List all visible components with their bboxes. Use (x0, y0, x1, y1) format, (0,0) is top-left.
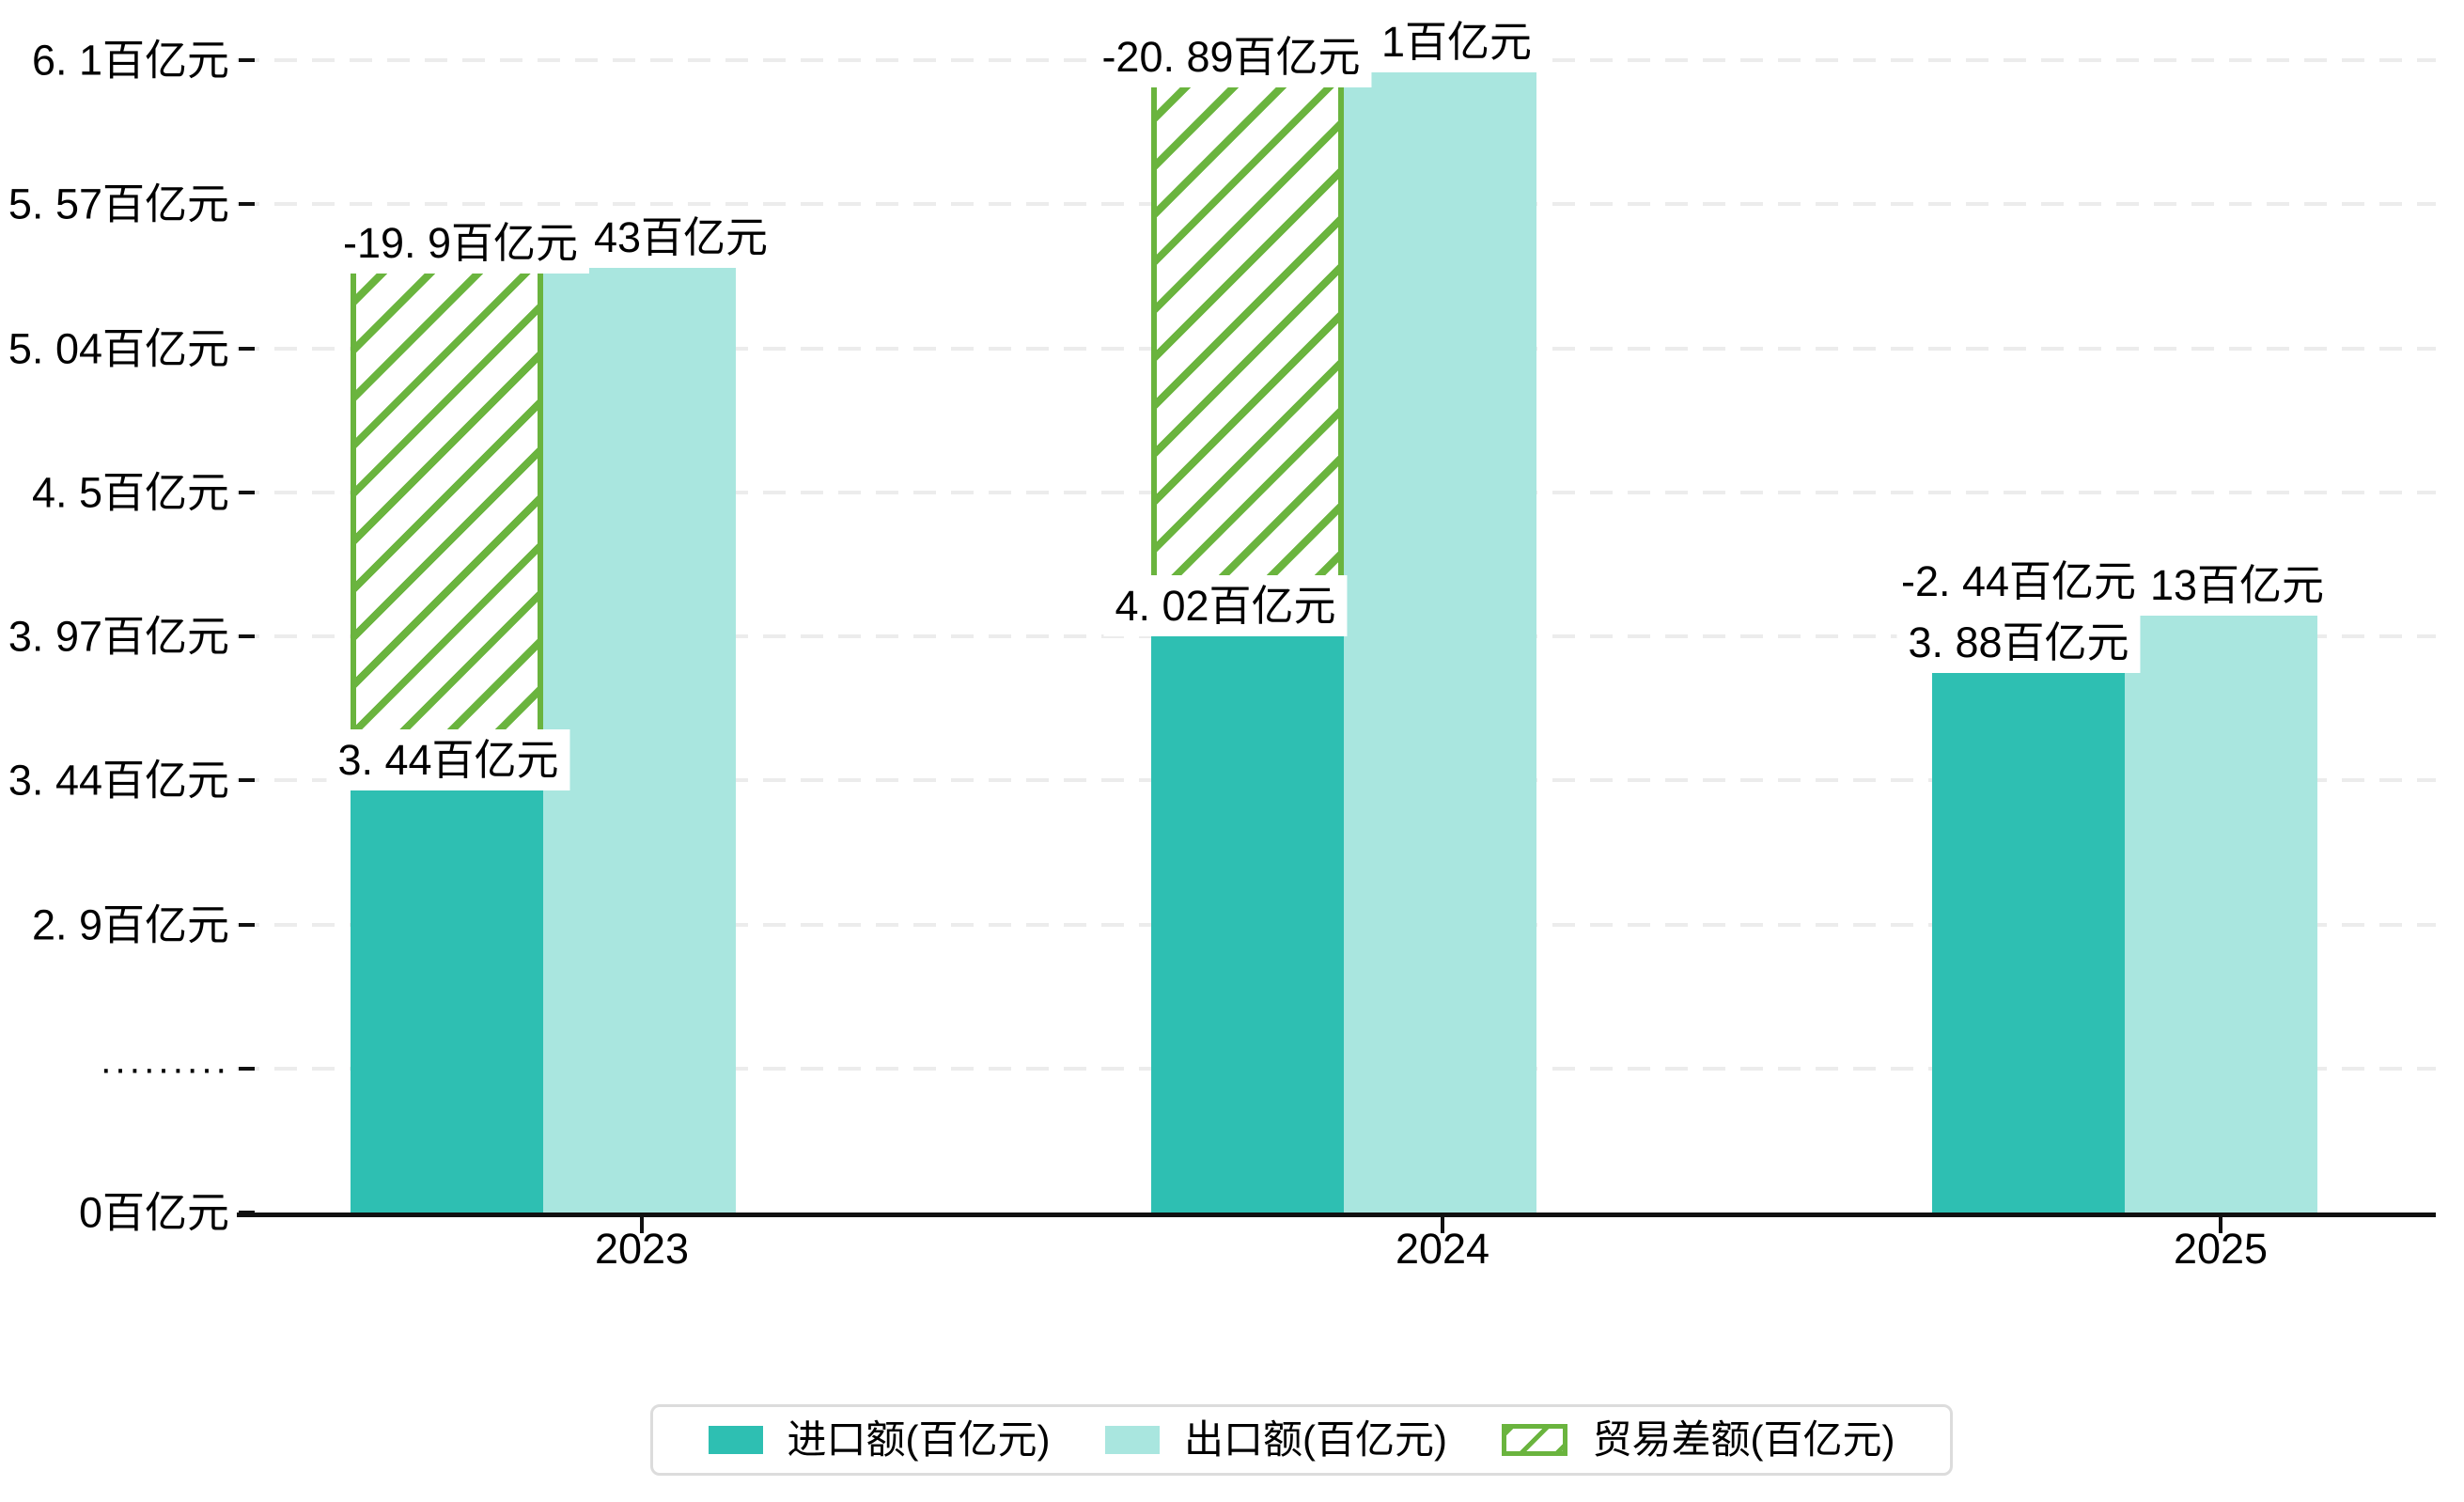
legend-item-import: 进口额(百亿元) (708, 1417, 1051, 1462)
import-swatch-icon (708, 1426, 763, 1454)
balance-value-label-2025: -2. 44百亿元 (1889, 551, 2148, 613)
legend-label-import: 进口额(百亿元) (787, 1417, 1051, 1462)
import-bar-2025 (1932, 659, 2125, 1213)
legend-item-balance: 贸易差额(百亿元) (1502, 1420, 1895, 1460)
trade-balance-hatch-bar-2023 (351, 241, 543, 778)
balance-value-label-2024: -20. 89百亿元 (1090, 26, 1372, 88)
import-value-label-2024: 4. 02百亿元 (1103, 575, 1348, 637)
import-bar-2023 (351, 777, 543, 1213)
import-value-label-2025: 3. 88百亿元 (1896, 612, 2141, 674)
import-value-label-2023: 3. 44百亿元 (326, 729, 570, 791)
y-axis-tick (239, 346, 255, 351)
y-tick-label: 3. 44百亿元 (8, 756, 229, 805)
legend: 进口额(百亿元) 出口额(百亿元) 贸易差额(百亿元) (650, 1404, 1953, 1476)
export-bar-2025 (2125, 591, 2317, 1213)
export-value-label-2024: 1百亿元 (1370, 11, 1544, 73)
export-value-label-2023: 43百亿元 (583, 207, 780, 269)
y-axis-tick (239, 634, 255, 638)
y-axis-tick (239, 58, 255, 62)
balance-hatch-swatch-icon (1502, 1424, 1568, 1456)
export-value-label-2025: 13百亿元 (2139, 555, 2336, 617)
balance-value-label-2023: -19. 9百亿元 (331, 212, 590, 274)
export-bar-2024 (1344, 57, 1536, 1213)
legend-label-export: 出口额(百亿元) (1183, 1417, 1447, 1462)
y-axis-tick (239, 922, 255, 927)
x-axis-tick (640, 1216, 644, 1233)
y-tick-label: 6. 1百亿元 (31, 36, 229, 85)
y-tick-label: 5. 57百亿元 (8, 180, 229, 228)
y-tick-label: 5. 04百亿元 (8, 324, 229, 372)
y-tick-label: 3. 97百亿元 (8, 612, 229, 661)
legend-item-export: 出口额(百亿元) (1104, 1417, 1447, 1462)
x-tick-label: 2025 (2173, 1225, 2269, 1273)
y-axis-tick (239, 202, 255, 207)
y-tick-label: 0百亿元 (78, 1188, 229, 1237)
legend-label-balance: 贸易差额(百亿元) (1592, 1417, 1895, 1462)
export-bar-2023 (543, 241, 736, 1213)
x-axis-tick (2219, 1216, 2222, 1233)
x-tick-label: 2024 (1395, 1225, 1490, 1273)
x-axis-tick (1441, 1216, 1444, 1233)
trade-balance-hatch-bar-2024 (1151, 57, 1344, 622)
y-axis-tick (239, 778, 255, 783)
y-axis-tick (239, 1066, 255, 1071)
y-axis-break-label: ········· (100, 1047, 229, 1089)
y-tick-label: 2. 9百亿元 (31, 900, 229, 948)
export-swatch-icon (1104, 1426, 1160, 1454)
x-tick-label: 2023 (594, 1225, 690, 1273)
x-axis-line (237, 1213, 2436, 1217)
y-axis-tick (239, 490, 255, 494)
import-bar-2024 (1151, 621, 1344, 1213)
y-tick-label: 4. 5百亿元 (31, 468, 229, 517)
